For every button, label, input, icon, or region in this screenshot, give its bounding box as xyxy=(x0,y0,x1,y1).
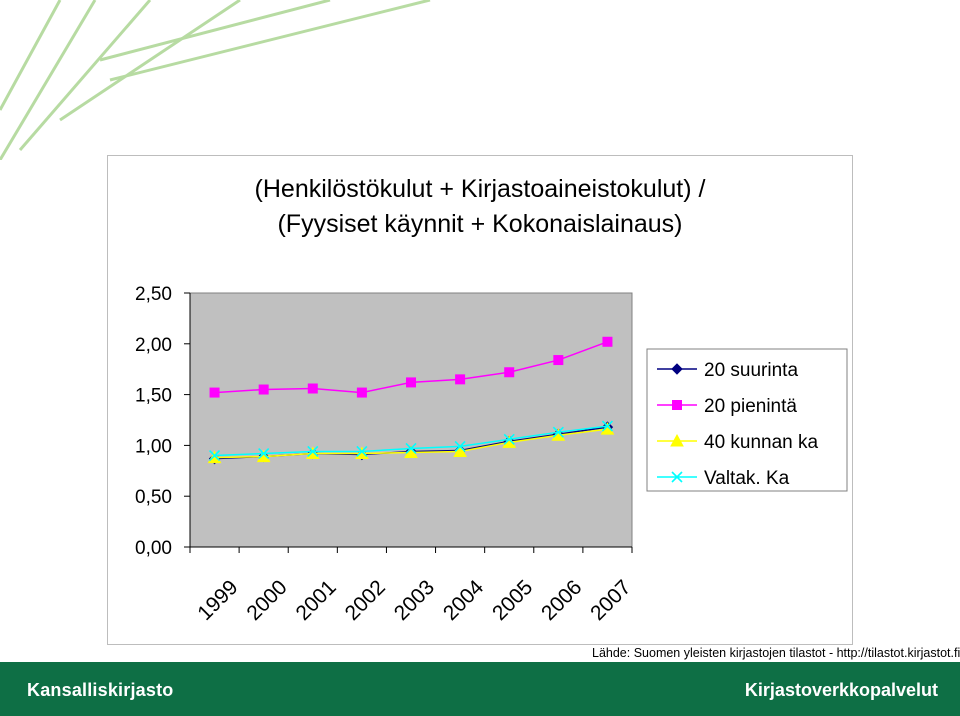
x-tick-label: 2004 xyxy=(439,576,489,626)
chart-title-line-2: (Fyysiset käynnit + Kokonaislainaus) xyxy=(277,210,683,238)
footer-bar: Kansalliskirjasto Kirjastoverkkopalvelut xyxy=(0,662,960,716)
x-tick-label: 2003 xyxy=(390,576,439,625)
data-point xyxy=(356,445,368,458)
legend-label: Valtak. Ka xyxy=(704,468,790,489)
y-tick-label: 0,50 xyxy=(135,487,172,508)
series-3 xyxy=(208,420,614,462)
data-point xyxy=(258,384,269,395)
data-point xyxy=(504,367,515,378)
legend-marker xyxy=(670,433,684,447)
data-point xyxy=(307,445,319,458)
background-decoration xyxy=(0,0,431,160)
x-tick-label: 2000 xyxy=(242,576,291,625)
legend-box xyxy=(646,348,848,492)
legend-marker xyxy=(671,471,683,483)
data-point xyxy=(355,446,369,460)
data-point xyxy=(602,336,613,347)
legend-item: 20 pienintä xyxy=(657,396,797,417)
series-1 xyxy=(209,336,613,398)
y-tick-label: 2,50 xyxy=(135,284,172,305)
y-tick-label: 0,00 xyxy=(135,538,172,559)
y-tick-label: 2,00 xyxy=(135,335,172,356)
x-tick-label: 2005 xyxy=(488,576,537,625)
x-tick-label: 2006 xyxy=(537,576,586,625)
data-point xyxy=(208,449,221,462)
chart-title: (Henkilöstökulut + Kirjastoaineistokulut… xyxy=(107,172,853,242)
x-tick-label: 2002 xyxy=(341,576,390,625)
legend-label: 40 kunnan ka xyxy=(704,432,819,453)
series-layer xyxy=(207,336,615,465)
plot-area xyxy=(189,292,633,548)
data-point xyxy=(601,420,614,432)
data-point xyxy=(553,355,564,366)
y-tick-label: 1,00 xyxy=(135,436,172,457)
data-point xyxy=(453,444,467,457)
data-point xyxy=(207,450,222,464)
data-point xyxy=(356,387,367,398)
chart-title-line-1: (Henkilöstökulut + Kirjastoaineistokulut… xyxy=(254,175,706,203)
x-tick-label: 2001 xyxy=(292,576,341,625)
y-tick-label: 1,50 xyxy=(135,386,172,407)
source-note: Lähde: Suomen yleisten kirjastojen tilas… xyxy=(592,646,960,660)
data-point xyxy=(258,447,270,460)
chart-legend: 20 suurinta 20 pienintä 40 kunnan ka Valtak… xyxy=(646,348,848,492)
legend-label: 20 suurinta xyxy=(704,360,798,381)
data-point xyxy=(307,383,318,394)
data-point xyxy=(503,433,515,445)
legend-item: 40 kunnan ka xyxy=(657,432,819,453)
legend-marker xyxy=(671,363,683,375)
legend-item: Valtak. Ka xyxy=(657,468,790,489)
data-point xyxy=(552,426,564,438)
data-point xyxy=(305,446,320,460)
footer-logo-kansalliskirjasto: Kansalliskirjasto xyxy=(27,680,174,700)
data-point xyxy=(406,377,416,388)
data-point xyxy=(209,387,220,398)
data-point xyxy=(405,442,417,455)
legend-label: 20 pienintä xyxy=(704,396,797,417)
data-point xyxy=(454,440,466,452)
x-tick-label: 2007 xyxy=(586,576,635,625)
x-tick-label: 1999 xyxy=(193,576,242,625)
legend-item: 20 suurinta xyxy=(657,360,798,381)
legend-marker xyxy=(672,400,682,410)
data-point xyxy=(455,374,466,385)
footer-logo-kirjastoverkkopalvelut: Kirjastoverkkopalvelut xyxy=(744,680,938,700)
